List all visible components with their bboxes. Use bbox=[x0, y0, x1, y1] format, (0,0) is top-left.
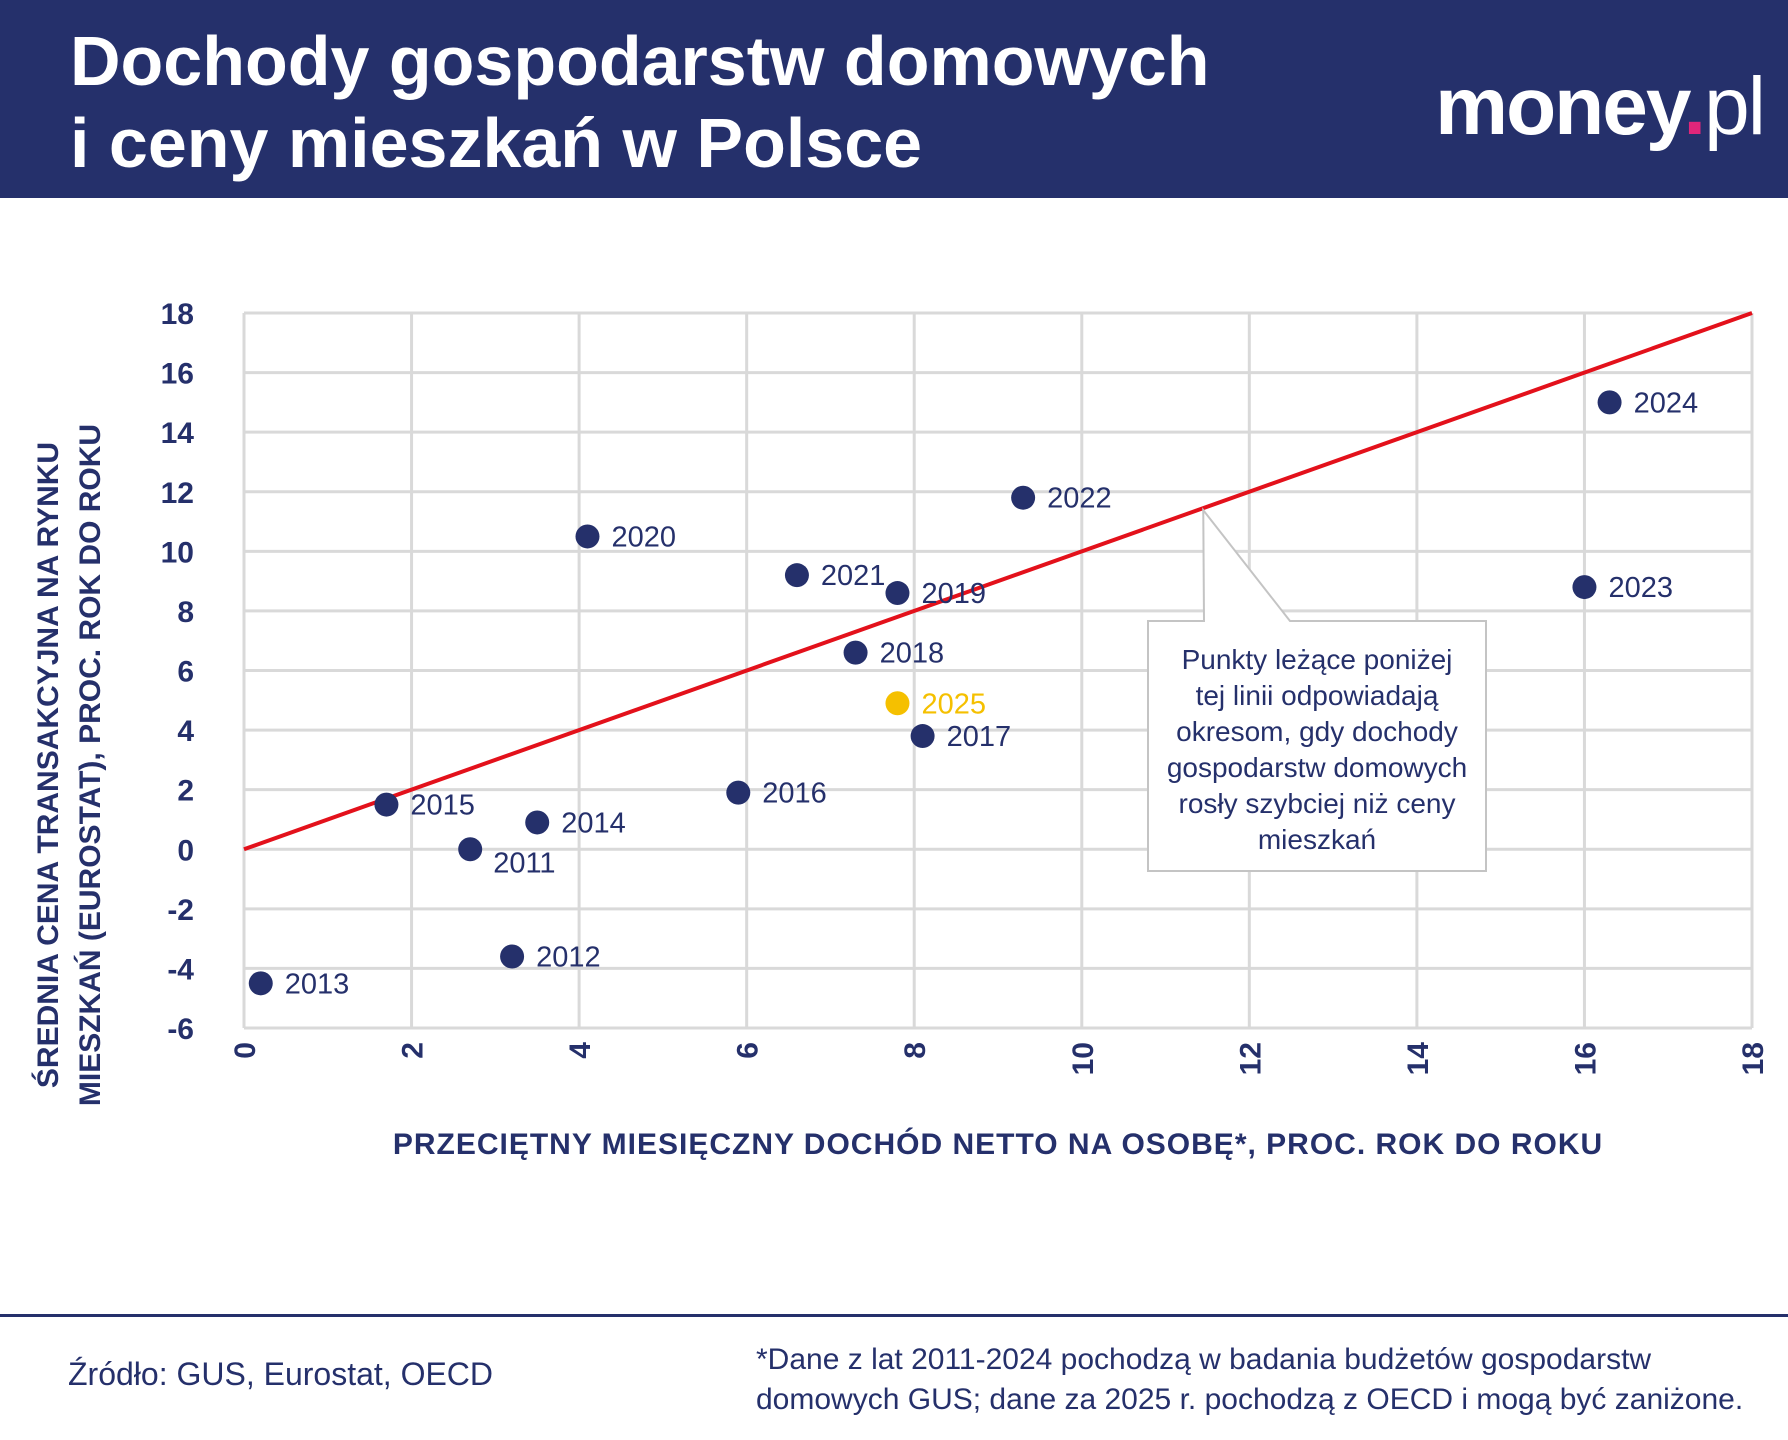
page-title: Dochody gospodarstw domowych i ceny mies… bbox=[70, 20, 1320, 184]
x-tick-label-4: 4 bbox=[564, 1042, 597, 1059]
y-tick-label-4: 4 bbox=[177, 715, 194, 748]
point-2021 bbox=[784, 563, 809, 588]
y-tick-label--2: -2 bbox=[167, 894, 194, 927]
x-tick-label-16: 16 bbox=[1569, 1042, 1602, 1075]
y-axis-label-line-1: ŚREDNIA CENA TRANSAKCYJNA NA RYNKU bbox=[31, 442, 65, 1088]
point-2018 bbox=[843, 640, 868, 665]
footnote: *Dane z lat 2011-2024 pochodzą w badania… bbox=[756, 1340, 1766, 1420]
x-tick-label-10: 10 bbox=[1067, 1042, 1100, 1075]
point-2022 bbox=[1011, 485, 1036, 510]
y-tick-labels: 18 16 14 12 10 8 6 4 2 0 -2 -4 -6 bbox=[161, 298, 195, 1046]
x-tick-label-2: 2 bbox=[397, 1042, 430, 1059]
point-label-2025: 2025 bbox=[921, 688, 986, 720]
point-2012 bbox=[500, 944, 525, 969]
point-label-2014: 2014 bbox=[561, 807, 626, 839]
y-tick-label-18: 18 bbox=[161, 298, 194, 331]
logo-main: money bbox=[1435, 61, 1685, 152]
y-tick-label-14: 14 bbox=[161, 417, 195, 450]
source-note: Źródło: GUS, Eurostat, OECD bbox=[68, 1356, 494, 1392]
y-tick-label--4: -4 bbox=[167, 953, 194, 986]
point-2014 bbox=[525, 810, 550, 835]
point-label-2015: 2015 bbox=[410, 790, 475, 822]
x-tick-label-8: 8 bbox=[899, 1042, 932, 1059]
point-2011 bbox=[458, 837, 483, 862]
x-tick-labels: 0 2 4 6 8 10 12 14 16 18 bbox=[229, 1042, 1770, 1076]
y-axis-label-line-2: MIESZKAŃ (EUROSTAT), PROC. ROK DO ROKU bbox=[73, 424, 107, 1106]
scatter-chart: 18 16 14 12 10 8 6 4 2 0 -2 -4 -6 0 2 4 6 8 10 12 14 16 18 20… bbox=[31, 298, 1770, 1161]
annotation-line-3: okresom, gdy dochody bbox=[1176, 716, 1458, 747]
x-tick-label-12: 12 bbox=[1234, 1042, 1267, 1075]
point-2017 bbox=[910, 724, 935, 749]
y-tick-label-2: 2 bbox=[177, 775, 194, 808]
header-banner: Dochody gospodarstw domowych i ceny mies… bbox=[0, 0, 1788, 198]
point-2024 bbox=[1597, 390, 1622, 415]
point-label-2021: 2021 bbox=[821, 560, 886, 592]
y-tick-label-10: 10 bbox=[161, 536, 194, 569]
x-tick-label-6: 6 bbox=[732, 1042, 765, 1059]
chart-grid bbox=[242, 311, 1754, 1030]
y-tick-label-16: 16 bbox=[161, 358, 194, 391]
point-label-2023: 2023 bbox=[1608, 572, 1673, 604]
logo-suffix: pl bbox=[1704, 61, 1766, 152]
y-tick-label--6: -6 bbox=[167, 1013, 194, 1046]
y-tick-label-6: 6 bbox=[177, 656, 194, 689]
reference-line bbox=[243, 311, 1753, 852]
point-label-2017: 2017 bbox=[947, 721, 1012, 753]
logo-dot: . bbox=[1683, 61, 1706, 152]
point-2020 bbox=[575, 524, 600, 549]
x-tick-label-0: 0 bbox=[229, 1042, 262, 1059]
data-points: 2011 2012 2013 2014 2015 2016 2017 2018 2019 2020… bbox=[248, 387, 1699, 1000]
annotation-box bbox=[1147, 507, 1487, 872]
point-label-2018: 2018 bbox=[880, 638, 945, 670]
y-tick-label-8: 8 bbox=[177, 596, 194, 629]
point-label-2011: 2011 bbox=[493, 847, 555, 879]
annotation-line-4: gospodarstw domowych bbox=[1167, 752, 1467, 783]
annotation-line-1: Punkty leżące poniżej bbox=[1182, 644, 1453, 675]
point-2016 bbox=[726, 780, 751, 805]
point-2019 bbox=[885, 581, 910, 606]
point-label-2013: 2013 bbox=[285, 968, 350, 1000]
x-tick-label-18: 18 bbox=[1737, 1042, 1770, 1075]
point-2025 bbox=[885, 691, 910, 716]
point-2023 bbox=[1572, 575, 1597, 600]
point-2013 bbox=[248, 971, 273, 996]
money-pl-logo: money.pl bbox=[1435, 61, 1766, 152]
point-label-2016: 2016 bbox=[762, 778, 827, 810]
y-tick-label-0: 0 bbox=[177, 834, 194, 867]
y-tick-label-12: 12 bbox=[161, 477, 194, 510]
point-label-2024: 2024 bbox=[1634, 387, 1699, 419]
point-2015 bbox=[374, 792, 399, 817]
point-label-2022: 2022 bbox=[1047, 483, 1112, 515]
footer-divider bbox=[0, 1314, 1788, 1317]
point-label-2012: 2012 bbox=[536, 942, 601, 974]
x-axis-label: PRZECIĘTNY MIESIĘCZNY DOCHÓD NETTO NA OS… bbox=[393, 1127, 1603, 1161]
reference-line-group bbox=[243, 311, 1753, 852]
footnote-line-2: domowych GUS; dane za 2025 r. pochodzą z… bbox=[756, 1383, 1744, 1416]
title-line-2: i ceny mieszkań w Polsce bbox=[70, 104, 923, 182]
x-tick-label-14: 14 bbox=[1402, 1042, 1435, 1076]
point-label-2019: 2019 bbox=[921, 578, 986, 610]
annotation-callout: Punkty leżące poniżej tej linii odpowiada… bbox=[1147, 507, 1487, 872]
title-line-1: Dochody gospodarstw domowych bbox=[70, 22, 1210, 100]
annotation-line-2: tej linii odpowiadają bbox=[1196, 680, 1439, 711]
annotation-line-5: rosły szybciej niż ceny bbox=[1179, 788, 1456, 819]
point-label-2020: 2020 bbox=[611, 521, 676, 553]
annotation-line-6: mieszkań bbox=[1258, 824, 1376, 855]
footnote-line-1: *Dane z lat 2011-2024 pochodzą w badania… bbox=[756, 1343, 1652, 1376]
